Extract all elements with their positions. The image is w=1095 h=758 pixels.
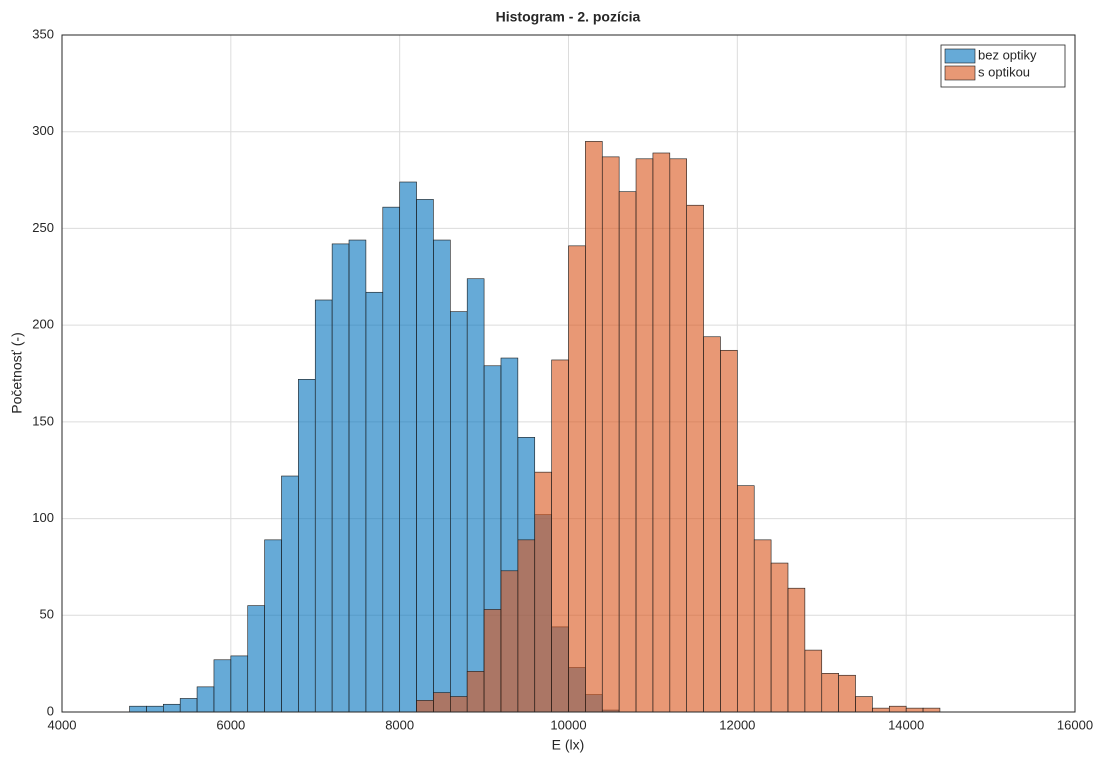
x-tick-label: 12000 <box>719 717 755 732</box>
x-axis-label: E (lx) <box>552 737 585 753</box>
bar <box>720 349 738 713</box>
y-tick-label: 0 <box>47 703 54 718</box>
x-tick-label: 14000 <box>888 717 924 732</box>
bar <box>500 570 519 713</box>
y-tick-label: 50 <box>40 607 54 622</box>
x-tick-label: 6000 <box>216 717 245 732</box>
bar <box>483 609 502 713</box>
bar <box>399 181 417 713</box>
bar <box>146 705 164 713</box>
bar <box>821 673 839 713</box>
bar <box>872 707 890 713</box>
bar <box>433 692 451 713</box>
bar <box>213 659 232 713</box>
bar <box>264 539 282 713</box>
bar <box>669 158 687 713</box>
bar <box>922 707 941 713</box>
bar <box>652 152 671 713</box>
bar <box>331 243 350 713</box>
bar <box>804 649 823 713</box>
bar <box>770 562 789 713</box>
bar <box>703 336 721 713</box>
bar <box>382 206 400 713</box>
bar <box>601 156 620 713</box>
legend-label: bez optiky <box>978 47 1037 62</box>
bar <box>348 239 367 713</box>
bar <box>888 705 907 713</box>
bar <box>686 204 704 713</box>
x-tick-label: 8000 <box>385 717 414 732</box>
y-tick-label: 250 <box>32 220 54 235</box>
bar <box>281 475 299 713</box>
bar <box>365 291 384 713</box>
bar <box>635 158 654 713</box>
bar <box>416 700 434 713</box>
y-axis-label: Početnosť (-) <box>9 332 25 414</box>
legend-label: s optikou <box>978 64 1030 79</box>
bar <box>450 696 468 713</box>
legend-swatch <box>944 65 976 81</box>
x-tick-label: 4000 <box>48 717 77 732</box>
bar <box>163 703 181 713</box>
bar <box>179 698 198 713</box>
y-tick-label: 350 <box>32 26 54 41</box>
bar <box>838 674 856 713</box>
y-tick-label: 100 <box>32 510 54 525</box>
legend-swatch <box>944 48 976 64</box>
bar <box>787 587 806 713</box>
bar <box>247 605 265 713</box>
bar <box>129 705 147 713</box>
bar <box>230 655 249 713</box>
bar <box>196 686 215 713</box>
bar <box>855 696 873 713</box>
bar <box>450 311 468 713</box>
bar <box>585 141 603 713</box>
y-tick-label: 150 <box>32 413 54 428</box>
bar <box>314 299 333 713</box>
bar <box>534 471 552 713</box>
y-tick-label: 300 <box>32 123 54 138</box>
bar <box>551 359 569 713</box>
x-tick-label: 16000 <box>1057 717 1093 732</box>
bar <box>466 671 485 713</box>
axes-box <box>61 34 1076 713</box>
bar <box>517 539 536 713</box>
bar <box>466 278 485 713</box>
bar <box>416 199 434 713</box>
bar <box>618 191 637 713</box>
chart-title: Histogram - 2. pozícia <box>496 9 641 25</box>
bar <box>753 539 772 713</box>
bar <box>433 239 451 713</box>
x-tick-label: 10000 <box>550 717 586 732</box>
bar <box>568 245 586 713</box>
bar <box>298 379 316 713</box>
y-tick-label: 200 <box>32 317 54 332</box>
bar <box>905 707 924 713</box>
bar <box>737 485 755 713</box>
